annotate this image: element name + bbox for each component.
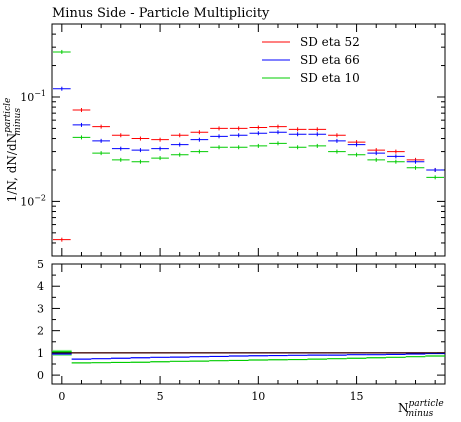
legend-label: SD eta 66 xyxy=(300,53,360,67)
ratio-y-tick-label: 4 xyxy=(37,280,44,293)
y-tick-label: 10−1 xyxy=(20,89,46,104)
x-tick-label: 5 xyxy=(157,390,164,403)
x-tick-label: 0 xyxy=(58,390,65,403)
ratio-y-tick-label: 1 xyxy=(37,347,44,360)
y-axis-label: 1/N, dN/dNparticleminus xyxy=(3,98,23,203)
ratio-y-tick-label: 3 xyxy=(37,302,44,315)
main-plot-frame xyxy=(51,23,446,257)
x-tick-label: 15 xyxy=(350,390,364,403)
chart-title: Minus Side - Particle Multiplicity xyxy=(52,6,270,21)
ratio-y-tick-label: 2 xyxy=(37,325,44,338)
x-tick-label: 10 xyxy=(251,390,265,403)
y-tick-label: 10−2 xyxy=(20,193,46,208)
legend-label: SD eta 52 xyxy=(300,35,360,49)
ratio-plot-frame xyxy=(51,263,446,385)
ratio-y-tick-label: 0 xyxy=(37,369,44,382)
x-axis-label: Nparticle minus xyxy=(398,399,444,419)
legend-label: SD eta 10 xyxy=(300,71,360,85)
ratio-y-tick-label: 5 xyxy=(37,258,44,271)
